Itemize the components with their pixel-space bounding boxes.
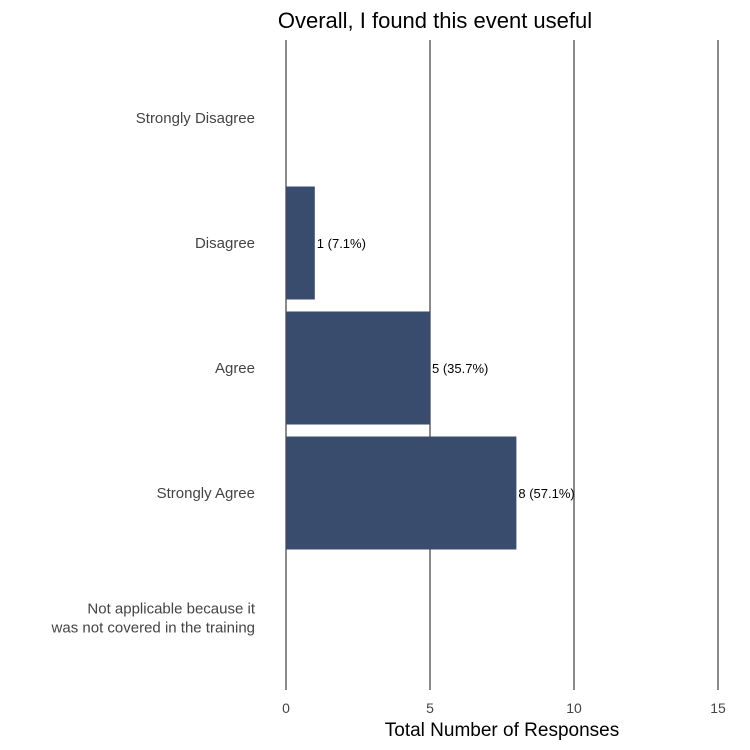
x-tick-label: 0 xyxy=(282,700,290,716)
category-label: Strongly Agree xyxy=(157,485,255,502)
x-tick-label: 15 xyxy=(710,700,726,716)
bar xyxy=(286,186,315,300)
x-tick-labels: 0 5 10 15 xyxy=(282,700,726,716)
x-axis-title: Total Number of Responses xyxy=(385,720,619,741)
data-label: 5 (35.7%) xyxy=(432,361,488,376)
data-labels: 1 (7.1%) 5 (35.7%) 8 (57.1%) xyxy=(317,236,575,501)
category-label: Strongly Disagree xyxy=(136,110,255,127)
category-labels: Strongly Disagree Disagree Agree Strongly A… xyxy=(51,110,256,637)
chart-title: Overall, I found this event useful xyxy=(278,8,592,33)
x-tick-label: 5 xyxy=(426,700,434,716)
data-label: 8 (57.1%) xyxy=(518,486,574,501)
bar xyxy=(286,436,517,550)
category-label: Not applicable because it was not covered… xyxy=(51,601,256,637)
data-label: 1 (7.1%) xyxy=(317,236,366,251)
x-tick-label: 10 xyxy=(566,700,582,716)
bar xyxy=(286,311,430,425)
bars xyxy=(286,186,517,550)
category-label: Agree xyxy=(215,360,255,377)
category-label: Disagree xyxy=(195,235,255,252)
